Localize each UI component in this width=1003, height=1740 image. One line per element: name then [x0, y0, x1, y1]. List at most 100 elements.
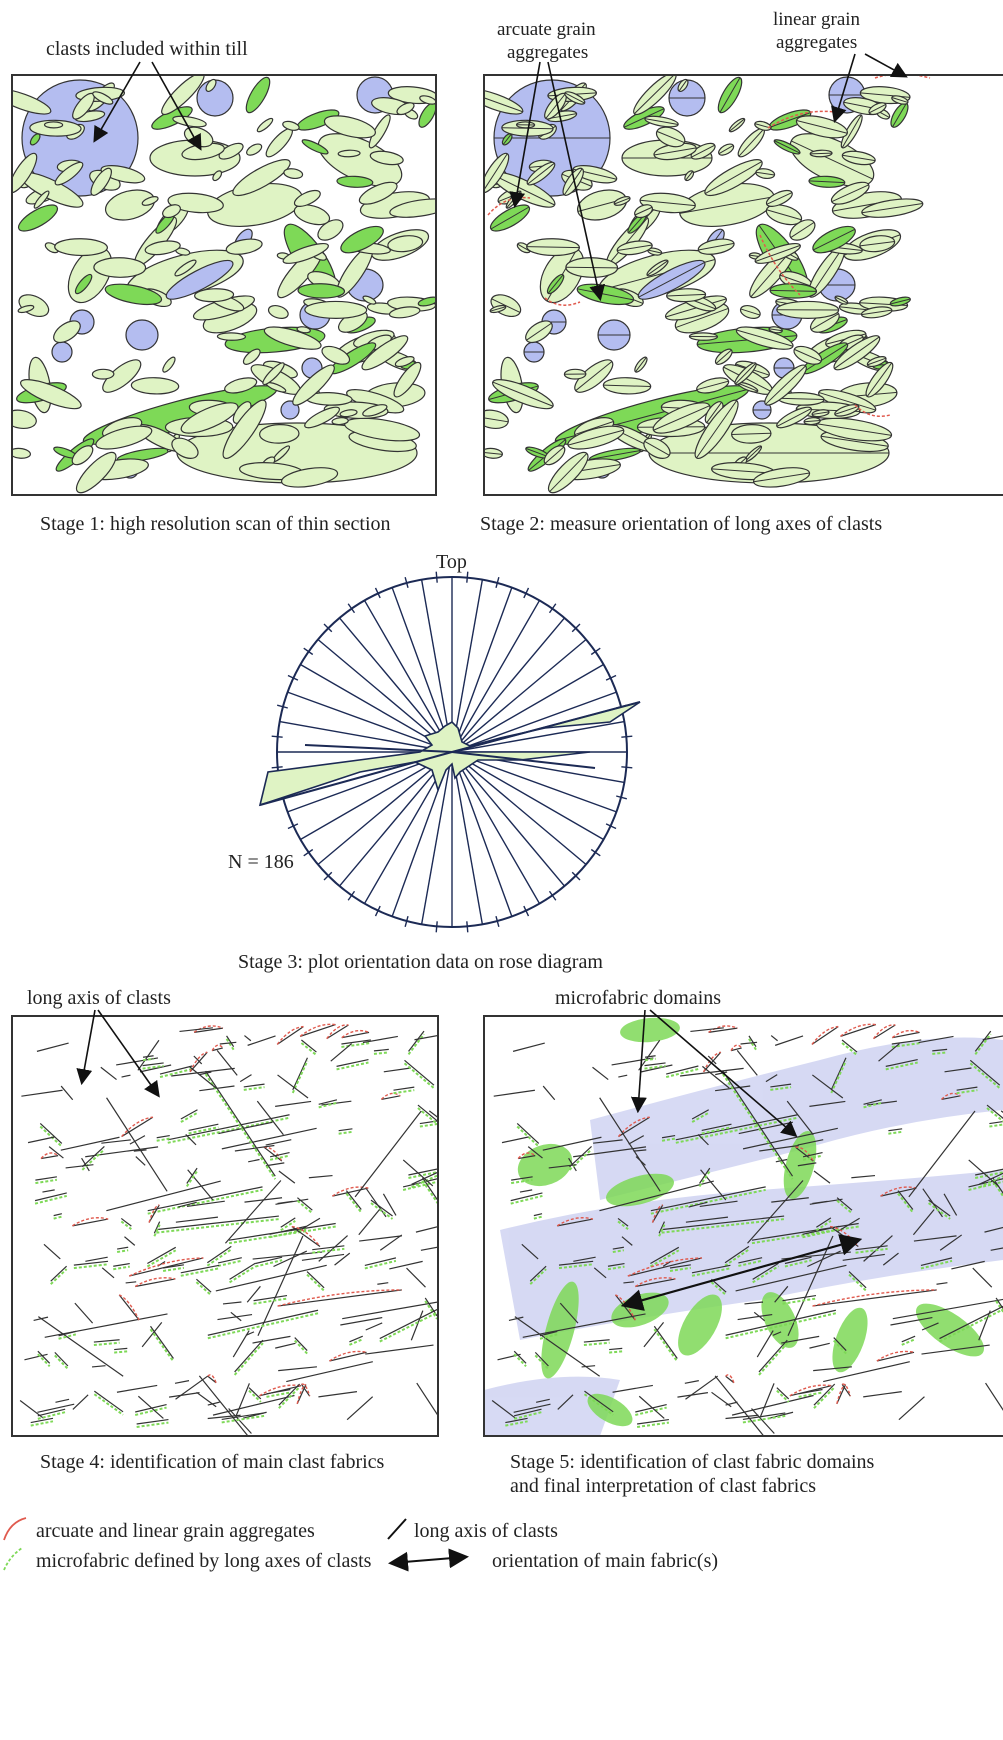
- clast-axis-line: [37, 1408, 66, 1417]
- clast-axis-line: [221, 1127, 317, 1150]
- clast-axis-line: [841, 1039, 858, 1053]
- panel-stage1-frame: [11, 74, 437, 496]
- microfabric-line: [534, 1354, 550, 1370]
- microfabric-line: [58, 1333, 77, 1340]
- microfabric-line: [233, 1342, 264, 1376]
- clast-axis-line: [91, 1365, 106, 1368]
- panel-stage4-frame: [11, 1015, 439, 1437]
- clast: [417, 296, 436, 307]
- clast-axis-line: [840, 1024, 877, 1037]
- microfabric-line: [136, 1421, 169, 1428]
- microfabric-line: [248, 1389, 262, 1403]
- microfabric-line: [770, 1086, 792, 1091]
- clast-axis-line: [81, 1145, 105, 1168]
- clast-axis-line: [330, 1043, 353, 1062]
- clast-axis-line: [135, 1156, 146, 1166]
- rose-spoke: [317, 751, 453, 866]
- clast-axis-line: [342, 1301, 438, 1320]
- clast-long-axis: [831, 184, 869, 203]
- rose-spoke: [451, 720, 625, 753]
- microfabric-line: [39, 1125, 63, 1148]
- clast-axis-line: [85, 1256, 108, 1262]
- clast-axis-line: [207, 1309, 319, 1336]
- domain-blue-stage5: [484, 1037, 1003, 1436]
- clast-axis-line: [43, 1243, 61, 1260]
- clast-axis-line: [986, 1104, 1003, 1119]
- clast-axis-line: [55, 1398, 70, 1403]
- microfabric-line: [345, 1192, 363, 1214]
- microfabric-line: [533, 1215, 543, 1220]
- clast: [180, 402, 239, 434]
- red-aggregate: [128, 1257, 204, 1277]
- clast-axis-line: [786, 1100, 814, 1136]
- microfabric-line: [841, 1042, 858, 1056]
- clast-axis-line: [269, 1152, 290, 1158]
- clast-axis-line: [139, 1064, 172, 1073]
- clast-axis-line: [416, 1382, 438, 1417]
- clast-axis-line: [40, 1155, 59, 1160]
- clast: [282, 120, 300, 131]
- clast-long-axis: [765, 365, 806, 405]
- clast-axis-line: [542, 1136, 602, 1151]
- rose-tick: [303, 848, 314, 857]
- microfabric-line: [255, 1259, 283, 1268]
- clast-axis-line: [972, 1267, 993, 1288]
- clast-long-axis: [842, 154, 876, 162]
- clast-axis-line: [751, 1408, 775, 1434]
- clast-axis-line: [58, 1330, 76, 1337]
- red-aggregate: [517, 1152, 536, 1160]
- clast-long-axis: [834, 296, 848, 304]
- clast-long-axis: [723, 366, 773, 393]
- clast-axis-line: [891, 1039, 922, 1045]
- rose-tick: [571, 623, 581, 633]
- stage4-caption: Stage 4: identification of main clast fa…: [40, 1451, 385, 1473]
- clast-axis-line: [932, 1048, 948, 1052]
- clast: [92, 91, 114, 105]
- clast-axis-line: [422, 1177, 438, 1202]
- clast: [141, 196, 159, 206]
- clast-axis-line: [841, 1383, 851, 1397]
- microfabric-line: [318, 1101, 338, 1109]
- clast-axis-line: [101, 1267, 115, 1279]
- clast-axis-line: [812, 1289, 937, 1307]
- red-aggregate: [651, 1204, 663, 1223]
- clast-axis-line: [60, 1085, 74, 1101]
- rose-tick: [605, 674, 617, 681]
- microfabric-line: [229, 1265, 256, 1284]
- clast-axis-line: [50, 1265, 68, 1282]
- clast-axis-line: [219, 1041, 237, 1045]
- microfabric-line: [149, 1328, 175, 1363]
- rose-tick: [435, 921, 438, 933]
- clast-axis-line: [928, 1199, 951, 1217]
- clast-axis-line: [863, 1099, 882, 1105]
- legend: arcuate and linear grain aggregates long…: [3, 1517, 718, 1572]
- microfabric-line: [920, 1259, 953, 1270]
- clast-axis-line: [48, 1146, 64, 1159]
- microfabric-line: [607, 1265, 625, 1271]
- clast-axis-line: [85, 1146, 159, 1158]
- red-aggregate: [299, 1023, 336, 1037]
- microfabric-line: [419, 1122, 438, 1128]
- clast-axis-line: [301, 1039, 317, 1053]
- microfabric-line: [989, 1123, 1003, 1128]
- clast-axis-line: [276, 1026, 304, 1045]
- fabric-lines-stage4: [19, 1023, 438, 1436]
- legend-green-microfabric-icon: [3, 1547, 23, 1571]
- stage5-caption-2: and final interpretation of clast fabric…: [510, 1475, 816, 1497]
- clast-axis-line: [584, 1390, 614, 1413]
- clast-long-axis: [866, 362, 893, 397]
- red-aggregate: [326, 1024, 349, 1040]
- legend-long-axis: long axis of clasts: [414, 1520, 558, 1542]
- clast-axis-line: [691, 1109, 709, 1120]
- clast-axis-line: [812, 1074, 844, 1099]
- clast: [283, 168, 304, 180]
- clast: [368, 114, 391, 149]
- annotation-arrow: [93, 61, 141, 143]
- clast-axis-line: [912, 1209, 935, 1236]
- red-aggregate: [211, 1044, 224, 1051]
- clast-axis-line: [340, 1316, 383, 1326]
- clast-axis-line: [252, 1335, 291, 1344]
- microfabric-line: [417, 1107, 438, 1126]
- red-aggregate: [812, 1289, 937, 1307]
- clast-axis-line: [44, 1313, 168, 1338]
